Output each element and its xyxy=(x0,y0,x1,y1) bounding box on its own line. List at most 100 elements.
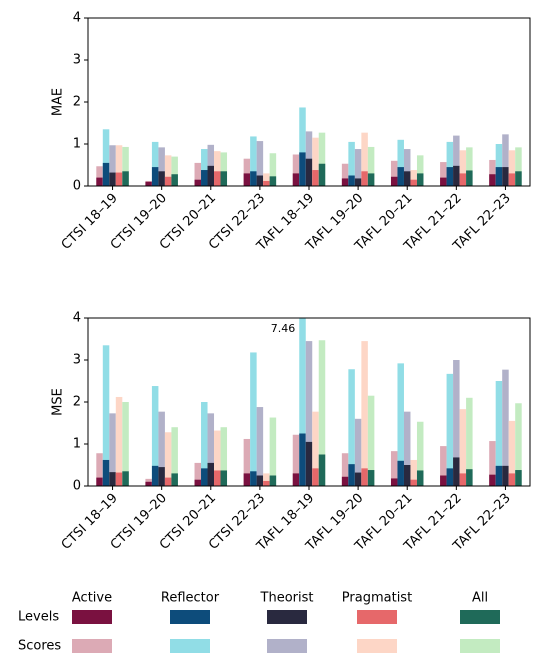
scores-bar xyxy=(312,137,319,186)
scores-bar xyxy=(171,427,178,486)
scores-bar xyxy=(515,403,522,486)
levels-bar xyxy=(318,163,326,186)
y-tick-label: 3 xyxy=(73,53,81,68)
scores-bar xyxy=(508,420,516,486)
y-axis-label: MSE xyxy=(51,388,66,416)
levels-bar xyxy=(341,476,349,486)
levels-bar xyxy=(145,181,152,186)
levels-bar xyxy=(122,471,129,486)
scores-bar xyxy=(151,141,159,186)
scores-bar xyxy=(318,340,326,486)
scores-bar xyxy=(410,459,417,486)
scores-bar xyxy=(151,386,159,486)
legend-swatch xyxy=(72,639,112,653)
scores-bar xyxy=(416,155,424,186)
levels-bar xyxy=(269,176,277,186)
scores-bar xyxy=(354,149,362,186)
scores-bar xyxy=(515,147,522,186)
levels-bar xyxy=(416,173,424,186)
scores-bar xyxy=(502,369,509,486)
levels-bar xyxy=(299,152,306,186)
levels-bar xyxy=(194,179,202,186)
scores-bar xyxy=(250,136,257,186)
scores-bar xyxy=(207,413,215,486)
levels-bar xyxy=(145,481,152,486)
scores-bar xyxy=(397,363,404,486)
levels-bar xyxy=(250,171,257,186)
scores-bar xyxy=(243,158,251,186)
levels-bar xyxy=(348,464,355,486)
scores-bar xyxy=(354,418,362,486)
scores-bar xyxy=(269,417,277,486)
scores-bar xyxy=(318,132,326,186)
scores-bar xyxy=(367,146,375,186)
levels-bar xyxy=(214,171,221,186)
levels-bar xyxy=(403,465,411,486)
scores-bar xyxy=(390,160,398,186)
scores-bar xyxy=(102,345,110,486)
levels-bar xyxy=(151,465,159,486)
levels-bar xyxy=(151,167,159,186)
levels-bar xyxy=(502,465,509,486)
scores-bar xyxy=(158,147,165,186)
scores-bar xyxy=(201,402,208,486)
levels-bar xyxy=(397,167,404,186)
scores-bar xyxy=(466,397,473,486)
scores-bar xyxy=(489,441,496,486)
legend-swatch xyxy=(357,639,397,653)
scores-bar xyxy=(164,155,172,186)
levels-bar xyxy=(489,174,496,186)
levels-bar xyxy=(502,167,509,186)
levels-bar xyxy=(256,475,264,486)
scores-bar xyxy=(348,369,355,486)
legend-header: Theorist xyxy=(260,591,314,606)
levels-bar xyxy=(243,473,251,486)
levels-bar xyxy=(495,465,503,486)
levels-bar xyxy=(367,173,375,186)
levels-bar xyxy=(214,470,221,486)
scores-bar xyxy=(109,413,116,486)
legend-header: Pragmatist xyxy=(342,591,412,606)
scores-bar xyxy=(495,381,503,486)
levels-bar xyxy=(459,173,467,186)
levels-bar xyxy=(122,171,129,186)
levels-bar xyxy=(263,480,270,486)
scores-bar xyxy=(207,144,215,186)
legend-swatch xyxy=(267,639,307,653)
levels-bar xyxy=(305,158,313,186)
scores-bar xyxy=(440,162,447,186)
legend-swatch xyxy=(72,610,112,624)
levels-bar xyxy=(109,172,116,186)
legend-header: Active xyxy=(72,591,112,606)
levels-bar xyxy=(397,460,404,486)
scores-bar xyxy=(348,141,355,186)
levels-bar xyxy=(305,441,313,486)
levels-bar xyxy=(158,171,165,186)
scores-bar xyxy=(171,156,178,186)
levels-bar xyxy=(115,472,123,486)
levels-bar xyxy=(115,172,123,186)
y-tick-label: 3 xyxy=(73,353,81,368)
value-label: 7.46 xyxy=(271,322,296,335)
levels-bar xyxy=(164,477,172,486)
scores-bar xyxy=(299,107,306,186)
scores-bar xyxy=(214,430,221,486)
levels-bar xyxy=(164,176,172,186)
scores-bar xyxy=(416,421,424,486)
y-tick-label: 4 xyxy=(73,311,81,326)
scores-bar xyxy=(489,159,496,186)
levels-bar xyxy=(410,479,417,486)
levels-bar xyxy=(312,170,319,186)
y-tick-label: 2 xyxy=(73,95,81,110)
scores-bar xyxy=(158,411,165,486)
legend-header: All xyxy=(472,591,488,606)
levels-bar xyxy=(220,470,228,486)
levels-bar xyxy=(299,433,306,486)
scores-bar xyxy=(115,145,123,186)
scores-bar xyxy=(194,462,202,486)
y-tick-label: 0 xyxy=(73,479,81,494)
y-tick-label: 2 xyxy=(73,395,81,410)
scores-bar xyxy=(122,146,129,186)
levels-bar xyxy=(459,473,467,486)
legend-header: Reflector xyxy=(161,591,220,606)
